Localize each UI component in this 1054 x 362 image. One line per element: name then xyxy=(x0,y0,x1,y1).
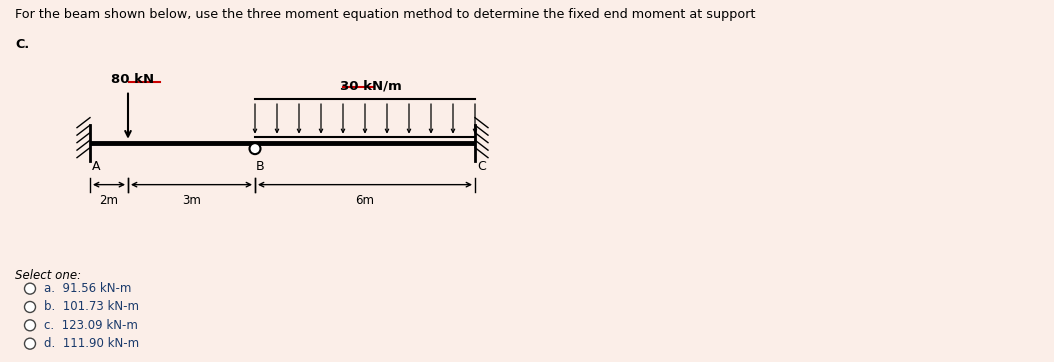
Circle shape xyxy=(24,338,36,349)
Text: 80 kN: 80 kN xyxy=(111,73,154,86)
Text: b.  101.73 kN-m: b. 101.73 kN-m xyxy=(44,300,139,313)
Circle shape xyxy=(24,302,36,312)
Text: a.  91.56 kN-m: a. 91.56 kN-m xyxy=(44,282,132,295)
Text: c.  123.09 kN-m: c. 123.09 kN-m xyxy=(44,319,138,332)
Text: C: C xyxy=(477,160,486,173)
Text: Select one:: Select one: xyxy=(15,269,81,282)
Text: For the beam shown below, use the three moment equation method to determine the : For the beam shown below, use the three … xyxy=(15,8,756,21)
Circle shape xyxy=(24,320,36,331)
Text: B: B xyxy=(256,160,265,173)
Text: 6m: 6m xyxy=(355,194,374,207)
Circle shape xyxy=(250,143,260,154)
Circle shape xyxy=(24,283,36,294)
Text: A: A xyxy=(92,160,100,173)
Text: 30 kN/m: 30 kN/m xyxy=(340,79,402,92)
Text: d.  111.90 kN-m: d. 111.90 kN-m xyxy=(44,337,139,350)
Text: 3m: 3m xyxy=(182,194,201,207)
Text: 2m: 2m xyxy=(99,194,118,207)
Text: C.: C. xyxy=(15,38,30,51)
